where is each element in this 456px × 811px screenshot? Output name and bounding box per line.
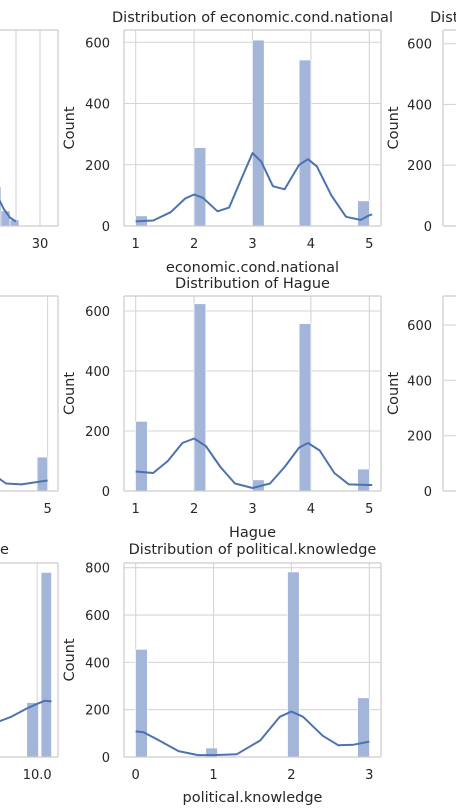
histogram-bar bbox=[287, 571, 300, 758]
kde-line bbox=[0, 699, 52, 723]
y-tick-label: 200 bbox=[407, 159, 432, 174]
kde-line bbox=[0, 477, 48, 486]
x-tick-label: 4 bbox=[307, 237, 315, 252]
y-tick-label: 200 bbox=[407, 430, 432, 445]
kde-line bbox=[0, 199, 17, 223]
y-tick-label: 400 bbox=[407, 98, 432, 113]
chart-left-top: 30 bbox=[0, 29, 59, 252]
chart-right-top: 0 200 400 600 Dist Count bbox=[386, 10, 456, 235]
chart-title: Distribution of economic.cond.national bbox=[112, 10, 393, 26]
y-tick-label: 400 bbox=[85, 656, 110, 671]
histogram-bar bbox=[252, 39, 265, 227]
kde-line bbox=[135, 710, 370, 757]
x-tick-label: 2 bbox=[190, 502, 198, 517]
chart-hague: 1 2 3 4 5 0 200 400 600 Distribution of Hague Hagu… bbox=[62, 276, 382, 541]
histogram-bar bbox=[26, 702, 39, 758]
x-tick-label: 1 bbox=[132, 502, 140, 517]
x-tick-label: 10.0 bbox=[23, 768, 52, 783]
chart-title: e bbox=[0, 542, 9, 558]
y-tick-label: 600 bbox=[85, 609, 110, 624]
y-tick-label: 600 bbox=[407, 38, 432, 53]
chart-left-bottom: 10.0 e bbox=[0, 542, 59, 783]
histogram-bar bbox=[357, 697, 370, 758]
histogram-bar bbox=[298, 323, 312, 492]
y-tick-label: 200 bbox=[85, 425, 110, 440]
kde-line bbox=[135, 152, 373, 223]
histogram-bar bbox=[193, 303, 207, 492]
x-tick-label: 2 bbox=[287, 768, 295, 783]
y-tick-label: 0 bbox=[424, 220, 432, 235]
chart-title: Distribution of Hague bbox=[175, 276, 330, 292]
x-tick-label: 30 bbox=[32, 237, 49, 252]
histogram-bar bbox=[357, 200, 370, 227]
histogram-bar bbox=[135, 421, 148, 492]
y-tick-label: 0 bbox=[102, 485, 110, 500]
kde-line bbox=[135, 437, 373, 489]
y-axis-label: Count bbox=[386, 372, 402, 415]
y-tick-label: 200 bbox=[85, 159, 110, 174]
x-tick-label: 5 bbox=[43, 502, 51, 517]
y-axis-label: Count bbox=[386, 106, 402, 149]
chart-title: Distribution of political.knowledge bbox=[129, 542, 377, 558]
x-tick-label: 1 bbox=[132, 237, 140, 252]
chart-title: Dist bbox=[430, 10, 456, 26]
y-tick-label: 200 bbox=[85, 704, 110, 719]
y-axis-label: Count bbox=[62, 106, 78, 149]
histogram-bar bbox=[357, 468, 370, 492]
histogram-bar bbox=[298, 59, 312, 227]
x-tick-label: 4 bbox=[307, 502, 315, 517]
x-tick-label: 0 bbox=[132, 768, 140, 783]
y-tick-label: 800 bbox=[85, 562, 110, 577]
chart-political-knowledge: 0 1 2 3 0 200 400 600 800 Distribution of politic… bbox=[62, 542, 382, 806]
x-tick-label: 3 bbox=[365, 768, 373, 783]
y-tick-label: 400 bbox=[407, 374, 432, 389]
histogram-bar bbox=[40, 572, 52, 758]
y-tick-label: 400 bbox=[85, 98, 110, 113]
x-axis-label: Hague bbox=[229, 525, 276, 541]
chart-right-middle: 0 200 400 600 Count bbox=[386, 295, 456, 500]
x-tick-label: 5 bbox=[365, 502, 373, 517]
y-tick-label: 0 bbox=[102, 751, 110, 766]
x-tick-label: 5 bbox=[365, 237, 373, 252]
y-tick-label: 400 bbox=[85, 365, 110, 380]
x-tick-label: 3 bbox=[248, 502, 256, 517]
x-axis-label: political.knowledge bbox=[183, 790, 323, 806]
y-axis-label: Count bbox=[62, 372, 78, 415]
x-tick-label: 2 bbox=[190, 237, 198, 252]
histogram-bar bbox=[135, 649, 148, 758]
x-axis-label: economic.cond.national bbox=[166, 260, 339, 276]
y-tick-label: 0 bbox=[424, 485, 432, 500]
histogram-bar bbox=[193, 147, 207, 227]
x-tick-label: 1 bbox=[209, 768, 217, 783]
y-tick-label: 0 bbox=[102, 220, 110, 235]
histogram-bar bbox=[36, 456, 48, 492]
histogram-bar bbox=[0, 186, 2, 227]
y-tick-label: 600 bbox=[407, 319, 432, 334]
y-axis-label: Count bbox=[62, 638, 78, 681]
histogram-bar bbox=[0, 210, 11, 227]
y-tick-label: 600 bbox=[85, 36, 110, 51]
chart-left-middle: 5 bbox=[0, 295, 59, 517]
y-tick-label: 600 bbox=[85, 305, 110, 320]
x-tick-label: 3 bbox=[248, 237, 256, 252]
